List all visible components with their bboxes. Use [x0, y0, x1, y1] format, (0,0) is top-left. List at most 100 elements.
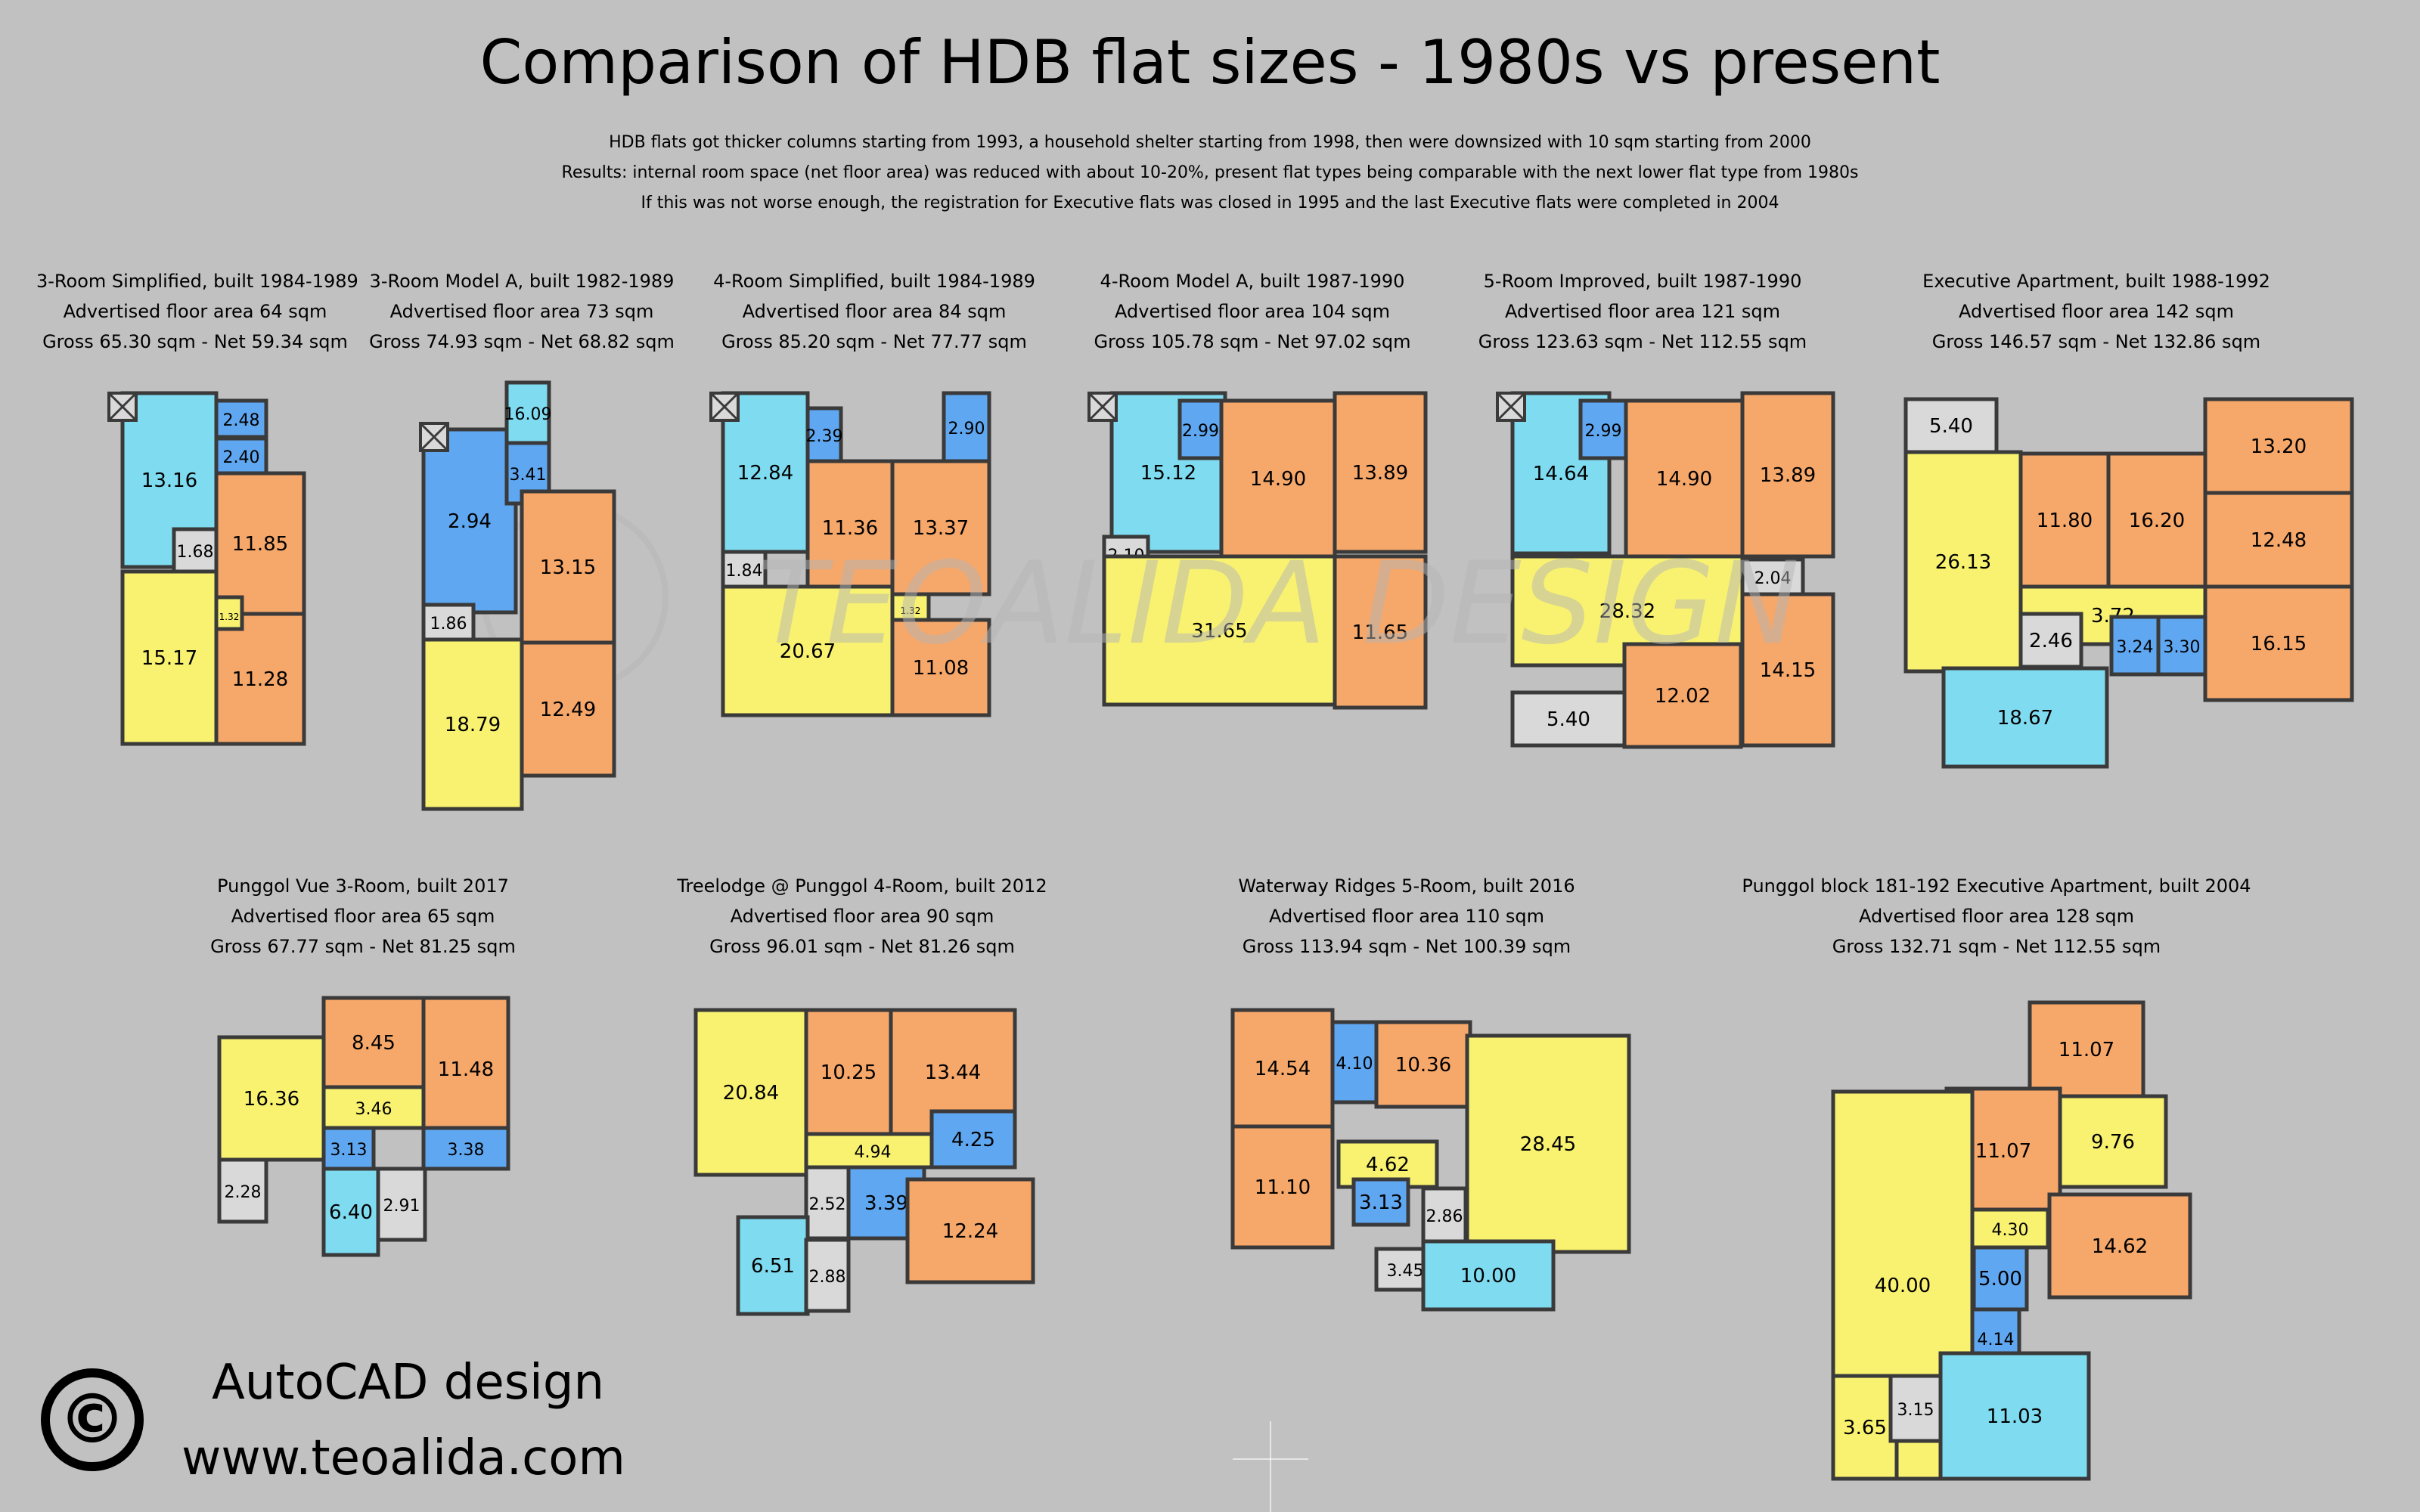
plan80-5-room-service: [2018, 612, 2083, 669]
plannow-3-room-kitchen: [1938, 1351, 2091, 1481]
plan-header-treelodge: Treelodge @ Punggol 4-Room, built 2012 A…: [666, 871, 1059, 962]
plan80-5-room-area-label: 16.15: [2251, 633, 2307, 655]
plan-header-punggol-vue: Punggol Vue 3-Room, built 2017 Advertise…: [197, 871, 529, 962]
plan80-3-room-bedroom: [1219, 398, 1337, 559]
plannow-3-room-area-label: 11.07: [1975, 1140, 2031, 1163]
plannow-1-room-area-label: 20.84: [723, 1082, 779, 1105]
plan80-1-room-area-label: 2.94: [448, 510, 492, 533]
plan80-4-room-area-label: 14.15: [1760, 659, 1816, 682]
plannow-1-room-bedroom: [804, 1008, 893, 1136]
plan80-0-room-area-label: 2.48: [223, 411, 260, 430]
plannow-3-room-living: [2058, 1094, 2168, 1189]
plannow-2-room-area-label: 3.13: [1359, 1191, 1403, 1214]
plannow-0-room-area-label: 2.91: [383, 1197, 420, 1216]
plan-advertised: Advertised floor area 84 sqm: [742, 301, 1007, 322]
plannow-0-room-bedroom: [421, 996, 510, 1142]
plan-name: Waterway Ridges 5-Room, built 2016: [1238, 875, 1575, 897]
plan80-3-room-area-label: 14.90: [1250, 468, 1306, 491]
intro-line-2: Results: internal room space (net floor …: [561, 163, 1859, 182]
plannow-3-room-area-label: 11.03: [1987, 1405, 2043, 1428]
plannow-3-room-area-label: 9.76: [2091, 1131, 2135, 1154]
plan-name: 5-Room Improved, built 1987-1990: [1483, 271, 1802, 292]
plannow-0-room-bathroom: [321, 1126, 376, 1171]
plan80-5-room-kitchen: [1941, 666, 2109, 769]
plan80-5-room-bedroom: [2203, 397, 2354, 495]
plan-gross-net: Gross 132.71 sqm - Net 112.55 sqm: [1832, 936, 2161, 957]
plan80-5-room-area-label: 26.13: [1935, 551, 1991, 574]
plannow-2-room-bathroom: [1351, 1177, 1410, 1227]
plan80-5-room-area-label: 2.46: [2029, 630, 2073, 652]
plan-header-3room-model-a: 3-Room Model A, built 1982-1989 Advertis…: [363, 266, 681, 357]
plannow-3-room-area-label: 11.07: [2059, 1039, 2114, 1061]
plan-name: 4-Room Model A, built 1987-1990: [1100, 271, 1405, 292]
plan-gross-net: Gross 113.94 sqm - Net 100.39 sqm: [1242, 936, 1571, 957]
plan80-0-room-bathroom: [214, 436, 268, 476]
plannow-2-room-area-label: 11.10: [1255, 1176, 1311, 1199]
plan80-1-room-bathroom: [421, 427, 518, 615]
plannow-2-room-area-label: 2.86: [1426, 1207, 1463, 1226]
plan-advertised: Advertised floor area 121 sqm: [1505, 301, 1780, 322]
plan80-2-room-area-label: 2.39: [806, 427, 843, 446]
plan-header-punggol-executive: Punggol block 181-192 Executive Apartmen…: [1724, 871, 2269, 962]
plannow-3-room-area-label: 4.30: [1992, 1221, 2029, 1240]
plannow-1-room-area-label: 2.52: [809, 1195, 846, 1214]
plan80-1-room-area-label: 3.41: [510, 466, 547, 485]
plan80-5-room-area-label: 12.48: [2251, 529, 2307, 552]
copyright-icon: ©: [41, 1368, 144, 1471]
plannow-1-room-area-label: 12.24: [942, 1220, 998, 1243]
plan-header-executive-1988: Executive Apartment, built 1988-1992 Adv…: [1915, 266, 2278, 357]
plan-advertised: Advertised floor area 65 sqm: [231, 906, 495, 927]
plannow-2-room-area-label: 3.45: [1387, 1262, 1424, 1281]
plan-name: 3-Room Model A, built 1982-1989: [369, 271, 675, 292]
footer-autocad: AutoCAD design: [212, 1355, 604, 1411]
plan80-2-room-area-label: 1.32: [901, 606, 921, 616]
plan-gross-net: Gross 96.01 sqm - Net 81.26 sqm: [709, 936, 1015, 957]
plan80-0-room-living: [120, 569, 219, 746]
plan80-4-room-area-label: 5.40: [1547, 708, 1590, 731]
plan80-0-room-area-label: 1.68: [177, 543, 214, 562]
plannow-2-room-area-label: 14.54: [1255, 1058, 1311, 1080]
plan80-5-room-service: [1903, 397, 1999, 454]
plannow-1-room-area-label: 2.88: [809, 1268, 846, 1287]
plan80-1-room-area-label: 12.49: [540, 699, 596, 721]
plan80-2-room-living: [721, 584, 895, 717]
intro-line-3: If this was not worse enough, the regist…: [641, 194, 1779, 212]
plan-header-4room-model-a: 4-Room Model A, built 1987-1990 Advertis…: [1086, 266, 1419, 357]
plan80-0-room-area-label: 11.28: [232, 668, 288, 691]
plan80-1-room-bedroom: [520, 640, 616, 778]
plan-name: Executive Apartment, built 1988-1992: [1922, 271, 2270, 292]
plan80-4-room-area-label: 14.64: [1533, 463, 1589, 485]
plannow-1-room-service: [804, 1238, 851, 1313]
plan80-1-room-area-label: 18.79: [445, 714, 501, 736]
plannow-0-room-service: [376, 1167, 427, 1242]
plan-name: Punggol block 181-192 Executive Apartmen…: [1742, 875, 2251, 897]
plannow-0-room-area-label: 2.28: [225, 1183, 262, 1202]
plan80-5-room-area-label: 16.20: [2129, 510, 2185, 532]
plan80-5-room-bathroom: [2109, 615, 2161, 677]
plan-advertised: Advertised floor area 90 sqm: [730, 906, 994, 927]
plannow-3-room-bedroom: [2028, 1000, 2145, 1098]
plan80-3-room-area-label: 13.89: [1352, 462, 1408, 485]
plan80-5-room-bedroom: [2203, 584, 2354, 702]
plan80-0-room-bathroom: [214, 398, 268, 439]
plan80-4-room-bedroom: [1740, 391, 1835, 559]
intro-line-1: HDB flats got thicker columns starting f…: [609, 133, 1811, 152]
plan-header-waterway-ridges: Waterway Ridges 5-Room, built 2016 Adver…: [1218, 871, 1596, 962]
plannow-0-room-area-label: 8.45: [352, 1032, 396, 1055]
plan80-5-room-area-label: 5.40: [1929, 415, 1973, 438]
plannow-1-room-area-label: 4.25: [951, 1129, 995, 1151]
plannow-2-room-area-label: 28.45: [1520, 1133, 1576, 1156]
plan80-4-room-bedroom: [1622, 642, 1743, 749]
plan80-2-room-living: [890, 592, 931, 622]
refuse-chute-cross: [709, 392, 740, 422]
plan-advertised: Advertised floor area 104 sqm: [1115, 301, 1390, 322]
plannow-2-room-area-label: 4.62: [1366, 1154, 1410, 1176]
copyright-symbol: ©: [58, 1380, 126, 1459]
plan80-2-room-area-label: 11.36: [822, 517, 878, 540]
plan80-4-room-service: [1510, 690, 1627, 748]
plan80-1-room-area-label: 13.15: [540, 556, 596, 579]
plan-name: 3-Room Simplified, built 1984-1989: [36, 271, 358, 292]
plan-advertised: Advertised floor area 142 sqm: [1959, 301, 2234, 322]
